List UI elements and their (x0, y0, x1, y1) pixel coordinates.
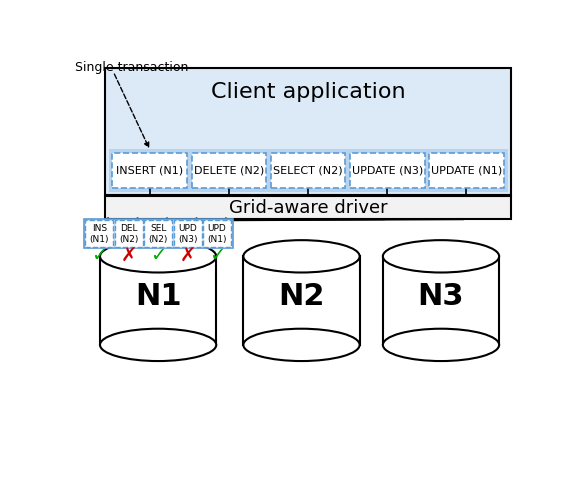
Text: DEL: DEL (120, 225, 138, 233)
Text: ✓: ✓ (150, 246, 166, 265)
Text: N2: N2 (278, 281, 325, 311)
Bar (108, 150, 508, 192)
Text: ✗: ✗ (180, 246, 196, 265)
FancyBboxPatch shape (115, 221, 143, 246)
FancyBboxPatch shape (429, 153, 504, 188)
Text: (N2): (N2) (149, 235, 168, 244)
Text: Grid-aware driver: Grid-aware driver (229, 199, 387, 217)
Text: N3: N3 (418, 281, 464, 311)
Text: SEL: SEL (150, 225, 166, 233)
FancyBboxPatch shape (85, 221, 113, 246)
Text: ✓: ✓ (91, 246, 107, 265)
Text: Client application: Client application (211, 81, 405, 102)
FancyBboxPatch shape (192, 153, 266, 188)
Text: (N2): (N2) (119, 235, 138, 244)
Bar (100, 256, 216, 345)
Bar (383, 256, 499, 345)
Text: (N3): (N3) (178, 235, 197, 244)
Ellipse shape (383, 240, 499, 273)
Text: INS: INS (92, 225, 107, 233)
Text: ✓: ✓ (209, 246, 225, 265)
FancyBboxPatch shape (174, 221, 202, 246)
Ellipse shape (100, 240, 216, 273)
Bar (106, 68, 511, 195)
Text: UPDATE (N1): UPDATE (N1) (431, 166, 502, 175)
Bar (106, 196, 511, 219)
Text: N1: N1 (135, 281, 181, 311)
Text: UPD: UPD (178, 225, 197, 233)
Text: UPDATE (N3): UPDATE (N3) (352, 166, 423, 175)
Text: (N1): (N1) (89, 235, 109, 244)
FancyBboxPatch shape (113, 153, 187, 188)
Text: INSERT (N1): INSERT (N1) (116, 166, 183, 175)
Bar (84, 219, 233, 248)
Bar (243, 256, 360, 345)
Text: SELECT (N2): SELECT (N2) (273, 166, 343, 175)
Ellipse shape (243, 329, 360, 361)
Ellipse shape (383, 329, 499, 361)
FancyBboxPatch shape (271, 153, 345, 188)
Text: UPD: UPD (208, 225, 226, 233)
FancyBboxPatch shape (350, 153, 424, 188)
Text: ✗: ✗ (121, 246, 137, 265)
Text: (N1): (N1) (208, 235, 227, 244)
Text: Single transaction: Single transaction (75, 61, 188, 74)
FancyBboxPatch shape (203, 221, 231, 246)
FancyBboxPatch shape (144, 221, 172, 246)
Text: DELETE (N2): DELETE (N2) (194, 166, 264, 175)
Ellipse shape (243, 240, 360, 273)
Ellipse shape (100, 329, 216, 361)
